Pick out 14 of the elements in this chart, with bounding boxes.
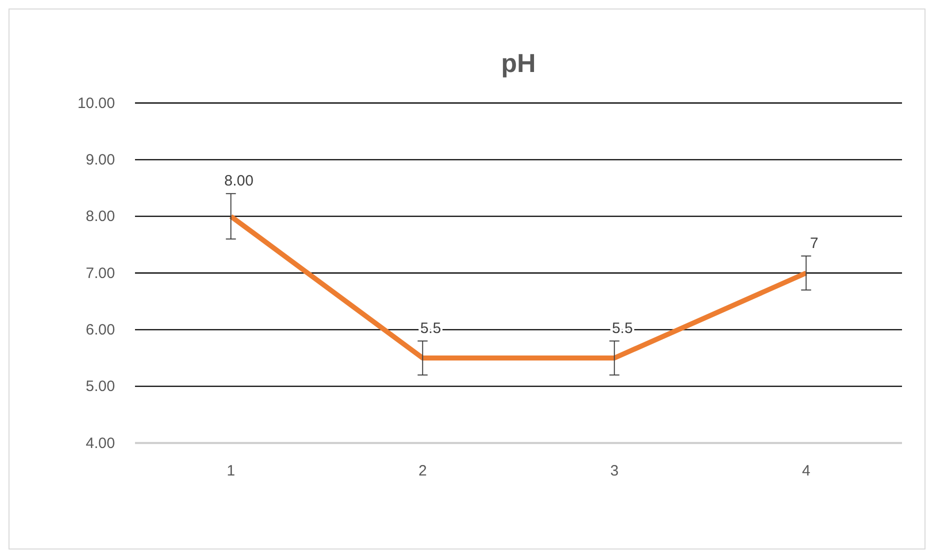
x-tick-label: 2 (418, 462, 427, 480)
chart-title: pH (501, 48, 536, 78)
data-label: 8.00 (224, 172, 254, 190)
y-tick-label: 6.00 (86, 321, 115, 338)
y-tick-label: 10.00 (77, 94, 115, 112)
x-tick-label: 4 (802, 462, 810, 480)
x-tick-label: 1 (226, 462, 236, 480)
y-tick-label: 9.00 (86, 151, 115, 168)
data-label: 7 (810, 235, 818, 252)
y-tick-label: 5.00 (86, 378, 115, 396)
x-tick-label: 3 (610, 462, 619, 480)
y-tick-label: 4.00 (86, 434, 115, 452)
y-tick-label: 8.00 (86, 208, 115, 226)
y-tick-label: 7.00 (86, 264, 115, 282)
